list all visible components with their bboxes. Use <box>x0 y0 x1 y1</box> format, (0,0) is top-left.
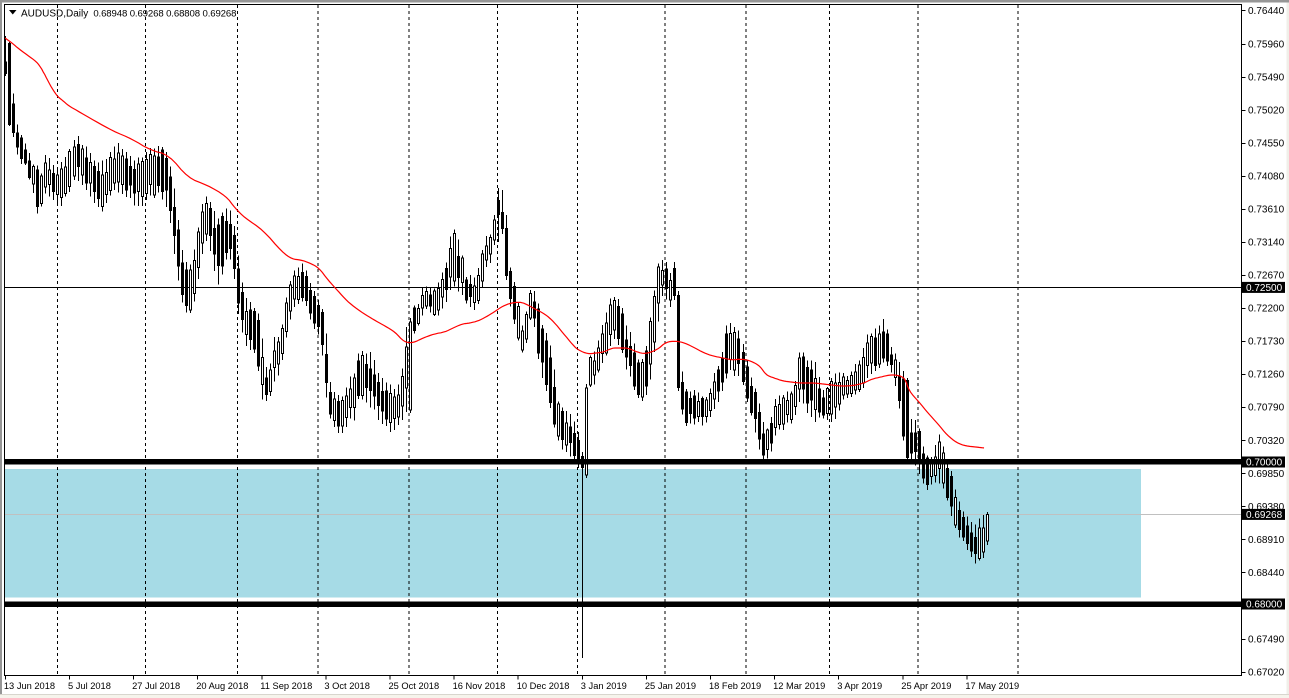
svg-text:25 Oct 2018: 25 Oct 2018 <box>389 681 440 691</box>
svg-text:0.76440: 0.76440 <box>1248 6 1285 17</box>
svg-text:3 Jan 2019: 3 Jan 2019 <box>581 681 627 691</box>
svg-text:AUDUSD,Daily 0.68948 0.69268: AUDUSD,Daily 0.68948 0.69268 0.68808 0.6… <box>21 9 236 20</box>
svg-text:18 Feb 2019: 18 Feb 2019 <box>709 681 761 691</box>
svg-text:25 Apr 2019: 25 Apr 2019 <box>901 681 951 691</box>
svg-text:17 May 2019: 17 May 2019 <box>965 681 1019 691</box>
svg-text:20 Aug 2018: 20 Aug 2018 <box>196 681 248 691</box>
svg-text:0.75020: 0.75020 <box>1248 106 1285 117</box>
svg-text:0.67490: 0.67490 <box>1248 635 1285 646</box>
svg-text:0.73140: 0.73140 <box>1248 238 1285 249</box>
svg-text:0.75960: 0.75960 <box>1248 40 1285 51</box>
svg-text:11 Sep 2018: 11 Sep 2018 <box>260 681 312 691</box>
svg-text:16 Nov 2018: 16 Nov 2018 <box>453 681 506 691</box>
svg-text:0.70320: 0.70320 <box>1248 436 1285 447</box>
svg-text:0.67020: 0.67020 <box>1248 668 1285 679</box>
svg-text:0.72670: 0.72670 <box>1248 271 1285 282</box>
svg-text:0.70790: 0.70790 <box>1248 403 1285 414</box>
svg-text:3 Oct 2018: 3 Oct 2018 <box>324 681 369 691</box>
svg-text:25 Jan 2019: 25 Jan 2019 <box>645 681 696 691</box>
svg-text:0.69380: 0.69380 <box>1248 502 1285 513</box>
svg-text:0.75490: 0.75490 <box>1248 73 1285 84</box>
svg-text:0.73610: 0.73610 <box>1248 205 1285 216</box>
svg-text:0.71260: 0.71260 <box>1248 370 1285 381</box>
svg-text:3 Apr 2019: 3 Apr 2019 <box>837 681 882 691</box>
svg-text:0.74550: 0.74550 <box>1248 139 1285 150</box>
svg-text:0.68910: 0.68910 <box>1248 535 1285 546</box>
svg-text:0.68440: 0.68440 <box>1248 568 1285 579</box>
svg-text:0.72500: 0.72500 <box>1246 283 1283 294</box>
svg-text:27 Jul 2018: 27 Jul 2018 <box>132 681 180 691</box>
svg-text:0.68000: 0.68000 <box>1246 600 1283 611</box>
svg-text:0.69268: 0.69268 <box>1246 510 1283 521</box>
svg-text:10 Dec 2018: 10 Dec 2018 <box>517 681 570 691</box>
svg-text:0.70000: 0.70000 <box>1246 458 1283 469</box>
svg-text:0.74080: 0.74080 <box>1248 172 1285 183</box>
svg-text:5 Jul 2018: 5 Jul 2018 <box>68 681 111 691</box>
svg-text:0.72200: 0.72200 <box>1248 304 1285 315</box>
svg-text:0.69850: 0.69850 <box>1248 469 1285 480</box>
svg-text:12 Mar 2019: 12 Mar 2019 <box>773 681 825 691</box>
svg-text:0.71730: 0.71730 <box>1248 337 1285 348</box>
svg-text:13 Jun 2018: 13 Jun 2018 <box>4 681 55 691</box>
